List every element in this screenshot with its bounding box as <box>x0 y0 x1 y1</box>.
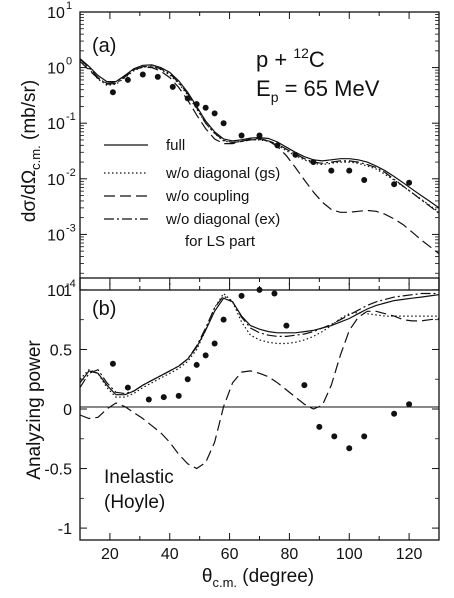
panel-b-data-point <box>202 352 209 359</box>
panel-b-data-point <box>331 433 338 440</box>
panel-b-data-point <box>256 286 263 293</box>
legend-label: for LS part <box>185 233 256 250</box>
panel-b-data-point <box>316 423 323 430</box>
panel-a-curve-w-o-diagonal-gs <box>79 59 440 213</box>
panel-b-curve-w-o-diagonal-gs <box>79 292 439 398</box>
panel-a-y-tick-label: 10 <box>47 5 65 22</box>
x-tick-label: 40 <box>161 546 179 563</box>
panel-a-data-point <box>154 73 161 80</box>
panel-a-data-point <box>361 177 368 184</box>
panel-b-data-point <box>283 322 290 329</box>
panel-b-ylabel: Analyzing power <box>24 340 45 480</box>
panel-b-data-point <box>391 410 398 417</box>
x-tick-label: 60 <box>221 546 239 563</box>
panel-a-y-tick-label: 10 <box>47 172 65 189</box>
panel-a-data-point <box>124 76 131 83</box>
panel-b: 1 0.5 0 -0.5 -1 (b) Analyzing power Inelasti… <box>24 277 440 541</box>
panel-b-data-point <box>346 445 353 452</box>
panel-a-data-point <box>211 110 218 117</box>
x-axis-label: θc.m. (degree) <box>202 566 314 590</box>
panel-a-data-point <box>238 132 245 139</box>
panel-b-points <box>109 286 413 452</box>
panel-b-data-point <box>124 384 131 391</box>
panel-a-y-tick-exponent: -4 <box>66 278 76 290</box>
panel-a-y-tick-label: 10 <box>47 227 65 244</box>
panel-b-data-point <box>184 376 191 383</box>
legend-label: w/o coupling <box>165 188 249 205</box>
panel-a-data-point <box>220 120 227 127</box>
panel-a-data-point <box>391 181 398 188</box>
panel-a-points <box>109 71 413 188</box>
panel-b-data-point <box>271 290 278 297</box>
panel-b-data-point <box>238 292 245 299</box>
x-tick-label: 80 <box>281 546 299 563</box>
legend-label: full <box>166 137 185 154</box>
x-tick-label: 20 <box>101 546 119 563</box>
panel-a-data-point <box>109 89 116 96</box>
panel-b-y-tick-label: 0 <box>63 402 72 419</box>
energy-label: Ep = 65 MeV <box>256 76 380 105</box>
panel-a-y-tick-label: 10 <box>47 61 65 78</box>
panel-a-data-point <box>139 71 146 78</box>
panel-b-data-point <box>220 316 227 323</box>
panel-a-curve-w-o-diagonal-ex-for-ls-part <box>79 58 440 214</box>
panel-b-label: (b) <box>92 298 116 320</box>
panel-a-y-tick-exponent: -2 <box>66 167 76 179</box>
inelastic-label: Inelastic <box>104 467 174 488</box>
legend-label: w/o diagonal (gs) <box>165 165 280 182</box>
legend-label: w/o diagonal (ex) <box>165 211 280 228</box>
panel-a-data-point <box>202 104 209 111</box>
panel-a-y-tick-label: 10 <box>47 116 65 133</box>
panel-a-data-point <box>310 159 317 166</box>
hoyle-label: (Hoyle) <box>104 492 165 513</box>
panel-a-data-point <box>184 95 191 102</box>
panel-b-data-point <box>175 392 182 399</box>
panel-a-data-point <box>328 167 335 174</box>
panel-a-data-point <box>406 179 413 186</box>
panel-b-curves <box>79 292 440 470</box>
panel-b-curve-full <box>79 294 440 396</box>
panel-b-data-point <box>145 396 152 403</box>
panel-b-curve-w-o-coupling <box>79 310 440 470</box>
panel-a-y-tick-exponent: 0 <box>66 56 72 68</box>
panel-b-curve-w-o-diagonal-ex-for-ls-part <box>79 292 439 395</box>
panel-b-data-point <box>109 360 116 367</box>
panel-b-y-tick-label: 1 <box>63 283 72 300</box>
panel-a-y-tick-label: 10 <box>47 283 65 300</box>
panel-a-data-point <box>346 167 353 174</box>
panel-b-data-point <box>361 433 368 440</box>
panel-b-y-tick-label: 0.5 <box>50 342 72 359</box>
panel-a-data-point <box>274 142 281 149</box>
panel-b-data-point <box>211 340 218 347</box>
panel-a-data-point <box>292 151 299 158</box>
panel-a-data-point <box>256 132 263 139</box>
x-tick-label: 120 <box>396 546 423 563</box>
panel-b-data-point <box>160 394 167 401</box>
panel-b-ticks: 1 0.5 0 -0.5 -1 <box>44 278 440 540</box>
panel-a-y-tick-exponent: -1 <box>66 111 76 123</box>
panel-a-y-tick-exponent: 1 <box>66 0 72 12</box>
panel-b-data-point <box>406 401 413 408</box>
panel-a-data-point <box>169 83 176 90</box>
panel-a-data-point <box>193 101 200 108</box>
panel-b-data-point <box>301 382 308 389</box>
panel-a-ylabel: dσ/dΩc.m. (mb/sr) <box>19 80 43 222</box>
panel-b-data-point <box>193 361 200 368</box>
panel-b-y-tick-label: -0.5 <box>44 462 72 479</box>
panel-a-label: (a) <box>92 35 116 57</box>
reaction-label: p + 12C <box>256 45 325 72</box>
panel-b-y-tick-label: -1 <box>58 521 72 538</box>
panel-a-y-tick-exponent: -3 <box>66 222 76 234</box>
x-tick-labels: 20 40 60 80 100 120 <box>101 546 423 563</box>
legend: full w/o diagonal (gs) w/o coupling w/o dia… <box>104 137 280 250</box>
x-tick-label: 100 <box>336 546 363 563</box>
